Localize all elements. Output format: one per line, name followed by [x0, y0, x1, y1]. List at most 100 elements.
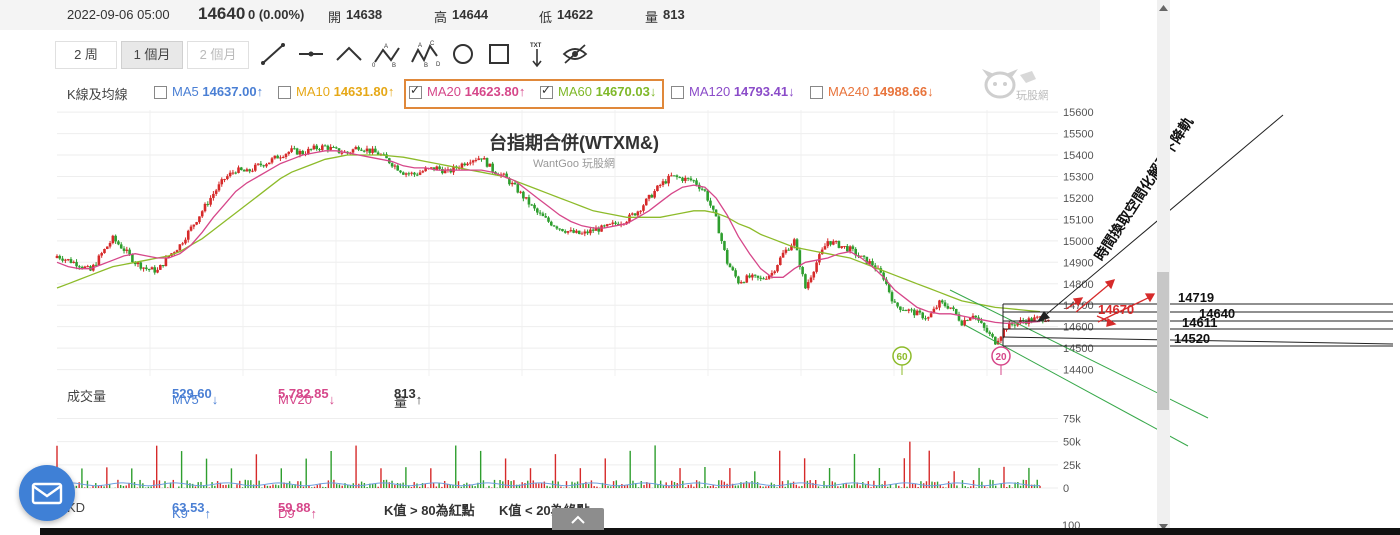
horizontal-line-icon[interactable]: [295, 40, 327, 68]
candle-body: [212, 193, 215, 198]
candle-body: [508, 178, 511, 185]
scrollbar-thumb[interactable]: [1157, 272, 1169, 410]
volume-header: 成交量 MV5 529.60 ↓ MV20 5,782.85 ↓ 量 813 ↑: [55, 380, 1100, 410]
trend-annotation-text: 時間換取空間化解了下降軌: [1091, 114, 1196, 264]
ma20-label: MA20 14623.80↑: [427, 84, 526, 99]
candle-body: [907, 309, 911, 311]
price-axis: 15600 15500 15400 15300 15200 15100 15000 14900…: [1063, 107, 1094, 376]
candle-body: [952, 307, 955, 309]
candle-body: [765, 278, 768, 280]
candle-body: [639, 210, 642, 212]
ma-legend: K線及均線 MA5 14637.00↑ MA10 14631.80↑ MA20 …: [55, 78, 1100, 106]
candle-body: [114, 235, 117, 242]
price-axis-tick: 15400: [1063, 150, 1094, 162]
candle-body: [725, 249, 729, 264]
candle-body: [128, 249, 131, 255]
chart-subtitle: WantGoo 玩股網: [533, 156, 615, 170]
candle-body: [200, 211, 204, 217]
candle-body: [94, 264, 98, 266]
ma20-checkbox[interactable]: [409, 83, 422, 99]
ma10-checkbox[interactable]: [278, 86, 291, 99]
scroll-up-icon[interactable]: [1157, 2, 1170, 14]
candle-body: [259, 163, 263, 166]
range-1m-button[interactable]: 1 個月: [121, 41, 183, 69]
candle-body: [482, 158, 486, 160]
candle-body: [762, 278, 765, 280]
candle-body: [974, 315, 978, 318]
mv5-label: MV5 529.60 ↓: [172, 386, 219, 407]
candle-body: [899, 306, 902, 310]
ma-legend-title: K線及均線: [67, 87, 128, 102]
ma5-checkbox[interactable]: [154, 86, 167, 99]
candle-body: [815, 262, 818, 272]
ma60-current-label: 14670: [1098, 302, 1134, 317]
candle-body: [910, 309, 913, 311]
candle-body: [485, 158, 489, 167]
candle-body: [415, 174, 419, 176]
candle-body: [312, 145, 316, 150]
hide-eye-icon[interactable]: [559, 40, 591, 68]
candle-body: [401, 172, 405, 175]
candle-body: [527, 197, 531, 205]
ma60-checkbox[interactable]: [540, 83, 553, 99]
chart-title: 台指期合併(WTXM&): [489, 132, 659, 153]
candle-body: [960, 320, 964, 326]
circle-tool-icon[interactable]: [447, 40, 479, 68]
candle-body: [122, 248, 126, 251]
abcd-pattern-icon[interactable]: A C B D: [409, 40, 441, 68]
level-line-slope: [1002, 336, 1394, 345]
ma10-label: MA10 14631.80↑: [296, 84, 395, 99]
price-axis-tick: 15100: [1063, 214, 1094, 226]
ma120-checkbox[interactable]: [671, 86, 684, 99]
abc-pattern-icon[interactable]: A B 0: [371, 40, 403, 68]
kd-rule-high: K值 > 80為紅點: [384, 503, 475, 518]
candle-body: [466, 163, 469, 166]
abc-letter-0: 0: [372, 63, 376, 68]
candle-body: [234, 172, 238, 174]
volume-axis-tick: 25k: [1063, 460, 1081, 472]
candle-body: [625, 221, 628, 224]
candle-body: [429, 167, 433, 169]
candle-body: [686, 177, 690, 179]
angle-tool-icon[interactable]: [333, 40, 365, 68]
abc-letter-a: A: [384, 44, 388, 50]
chat-button[interactable]: [19, 465, 75, 521]
abcd-letter-d: D: [436, 62, 441, 68]
candle-body: [846, 246, 849, 252]
volume-current: 量 813 ↑: [394, 386, 423, 410]
abcd-letter-a: A: [418, 43, 422, 49]
range-2w-button[interactable]: 2 周: [55, 41, 117, 69]
ma240-checkbox[interactable]: [810, 86, 823, 99]
text-arrow-icon[interactable]: TXT: [521, 40, 553, 68]
candle-body: [594, 228, 598, 231]
candle-body: [66, 259, 70, 261]
price-axis-tick: 15600: [1063, 107, 1094, 119]
candle-body: [97, 255, 101, 266]
range-2m-button[interactable]: 2 個月: [187, 41, 249, 69]
price-axis-tick: 15200: [1063, 193, 1094, 205]
red-direction-arrows: [1065, 279, 1156, 327]
taskbar-strip: [40, 528, 1400, 535]
collapse-button[interactable]: [552, 508, 604, 530]
ma60-tag-label: 60: [896, 352, 908, 363]
price-axis-tick: 14600: [1063, 322, 1094, 334]
candle-body: [946, 306, 950, 309]
scrollbar-track[interactable]: [1157, 0, 1170, 535]
candle-body: [580, 233, 584, 235]
candle-body: [566, 231, 570, 233]
candle-body: [739, 282, 743, 284]
candle-body: [778, 257, 782, 265]
candle-body: [214, 190, 218, 194]
scroll-down-icon[interactable]: [1157, 521, 1170, 533]
candle-body: [991, 333, 994, 337]
line-tool-icon[interactable]: [257, 40, 289, 68]
high-label: 高: [434, 10, 448, 25]
candle-body: [597, 228, 601, 232]
candle-body: [647, 194, 651, 199]
rectangle-tool-icon[interactable]: [483, 40, 515, 68]
wantgoo-logo: 玩股網: [982, 69, 1048, 102]
candle-body: [156, 269, 159, 273]
candle-body: [460, 163, 464, 168]
candle-body: [195, 222, 198, 225]
ma240-label: MA240 14988.66↓: [828, 84, 934, 99]
